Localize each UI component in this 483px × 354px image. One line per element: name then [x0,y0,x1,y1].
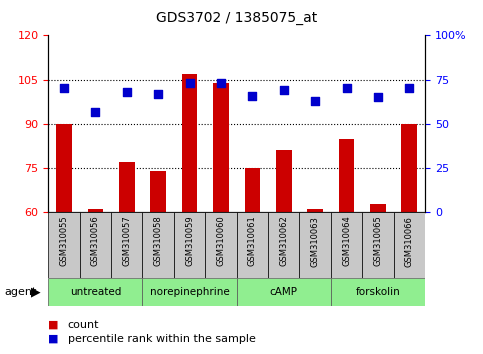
Point [249,93,256,98]
Text: GSM310066: GSM310066 [405,216,414,267]
Bar [362,212,394,278]
Text: GSM310062: GSM310062 [279,216,288,267]
Text: ▶: ▶ [31,286,41,298]
Bar [401,124,417,212]
Bar [150,171,166,212]
Bar [244,168,260,212]
Point [155,91,162,97]
Point [406,86,413,91]
Text: forskolin: forskolin [355,287,400,297]
Text: GSM310060: GSM310060 [216,216,226,267]
Bar [213,82,229,212]
Text: GSM310065: GSM310065 [373,216,383,267]
Text: GSM310059: GSM310059 [185,216,194,266]
Text: GDS3702 / 1385075_at: GDS3702 / 1385075_at [156,11,317,25]
Bar [56,124,72,212]
Point [343,86,351,91]
Text: ■: ■ [48,320,59,330]
Bar [268,212,299,278]
Bar [142,212,174,278]
Point [280,87,288,93]
Bar [237,212,268,278]
Point [60,86,68,91]
Bar [80,212,111,278]
Text: cAMP: cAMP [270,287,298,297]
Text: GSM310063: GSM310063 [311,216,320,267]
Text: percentile rank within the sample: percentile rank within the sample [68,334,256,344]
Point [123,89,130,95]
Bar [119,162,135,212]
Bar [299,212,331,278]
Bar [142,278,237,306]
Bar [237,278,331,306]
Text: ■: ■ [48,334,59,344]
Point [186,80,194,86]
Bar [87,210,103,212]
Text: agent: agent [5,287,37,297]
Point [374,95,382,100]
Text: GSM310064: GSM310064 [342,216,351,267]
Bar [205,212,237,278]
Bar [48,212,80,278]
Bar [174,212,205,278]
Bar [370,204,386,212]
Text: untreated: untreated [70,287,121,297]
Text: GSM310055: GSM310055 [59,216,69,266]
Bar [331,278,425,306]
Point [92,109,99,114]
Text: count: count [68,320,99,330]
Text: GSM310057: GSM310057 [122,216,131,267]
Text: GSM310058: GSM310058 [154,216,163,267]
Bar [394,212,425,278]
Bar [48,278,142,306]
Bar [111,212,142,278]
Bar [276,150,292,212]
Text: GSM310061: GSM310061 [248,216,257,267]
Text: norepinephrine: norepinephrine [150,287,229,297]
Point [312,98,319,104]
Bar [182,74,198,212]
Bar [339,139,355,212]
Bar [307,210,323,212]
Point [217,80,225,86]
Text: GSM310056: GSM310056 [91,216,100,267]
Bar [331,212,362,278]
